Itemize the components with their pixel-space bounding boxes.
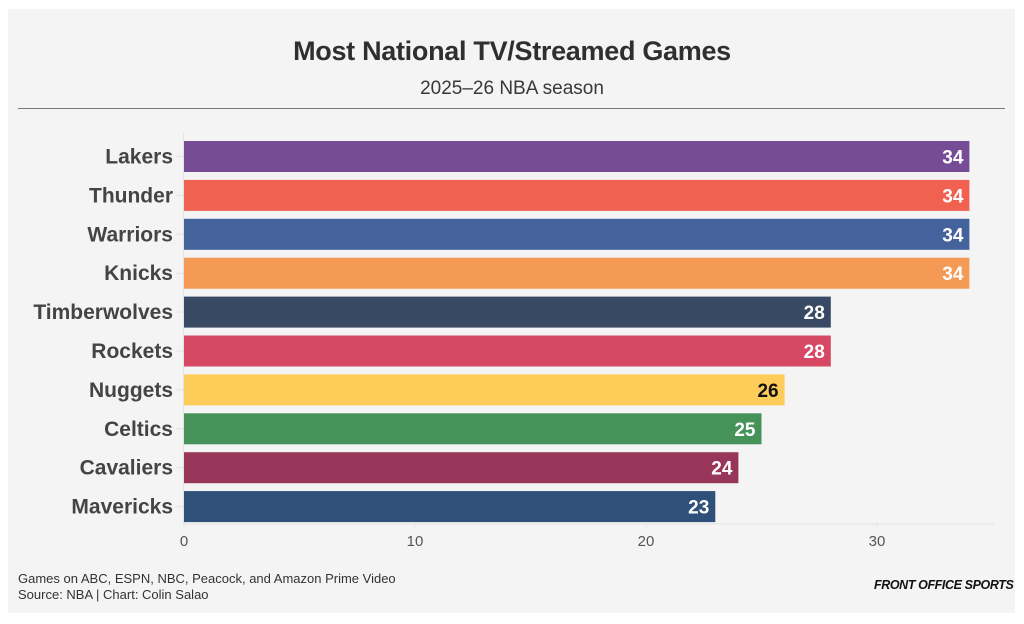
category-label: Mavericks [71, 496, 173, 519]
chart-subtitle: 2025–26 NBA season [420, 78, 604, 99]
chart-footnote: Games on ABC, ESPN, NBC, Peacock, and Am… [18, 571, 396, 603]
value-label: 28 [804, 303, 825, 324]
bar-timberwolves [184, 296, 831, 328]
category-label: Thunder [89, 184, 173, 207]
value-label: 26 [757, 381, 778, 402]
value-label: 34 [942, 264, 964, 285]
value-label: 23 [688, 498, 709, 519]
bar-knicks [184, 257, 970, 289]
value-label: 28 [804, 342, 825, 363]
bar-thunder [184, 179, 970, 211]
category-label: Cavaliers [80, 457, 173, 480]
value-label: 34 [942, 225, 964, 246]
category-label: Warriors [87, 223, 173, 246]
x-tick-label: 0 [180, 533, 188, 550]
footnote-networks: Games on ABC, ESPN, NBC, Peacock, and Am… [18, 571, 396, 586]
bar-celtics [184, 413, 762, 445]
x-tick-label: 10 [407, 533, 424, 550]
bar-nuggets [184, 374, 785, 406]
bar-warriors [184, 218, 970, 250]
header-divider [18, 108, 1005, 109]
category-label: Knicks [104, 262, 173, 285]
value-label: 34 [942, 186, 964, 207]
chart-title: Most National TV/Streamed Games [293, 36, 731, 66]
bar-lakers [184, 141, 970, 172]
bar-cavaliers [184, 452, 739, 484]
value-label: 34 [942, 148, 964, 169]
x-tick-label: 20 [638, 533, 655, 550]
category-label: Timberwolves [33, 301, 173, 324]
category-label: Rockets [91, 340, 173, 363]
value-label: 25 [734, 420, 756, 441]
category-label: Nuggets [89, 379, 173, 402]
footnote-source: Source: NBA | Chart: Colin Salao [18, 587, 209, 602]
category-label: Celtics [104, 418, 173, 441]
category-label: Lakers [105, 146, 173, 169]
bar-mavericks [184, 491, 716, 523]
value-label: 24 [711, 459, 733, 480]
bar-rockets [184, 335, 831, 367]
brand-logo: FRONT OFFICE SPORTS [874, 578, 1014, 592]
x-tick-label: 30 [869, 533, 886, 550]
